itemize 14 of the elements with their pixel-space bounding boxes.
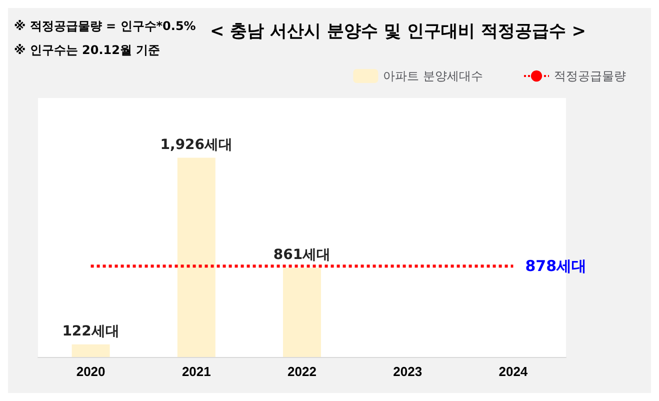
x-tick-label: 2022 [288, 364, 316, 379]
data-label: 1,926세대 [160, 136, 233, 153]
x-tick-label: 2020 [76, 364, 106, 379]
legend-label: 아파트 분양세대수 [383, 69, 484, 83]
text: ※ 적정공급물량 = 인구수*0.5% [14, 19, 196, 33]
x-tick-label: 2023 [393, 364, 422, 379]
chart-title: < 충남 서산시 분양수 및 인구대비 적정공급수 > [210, 22, 586, 42]
x-tick-label: 2021 [182, 364, 211, 379]
x-tick-label: 2024 [498, 364, 528, 379]
legend-label: 적정공급물량 [554, 69, 626, 83]
data-label: 861세대 [273, 246, 331, 263]
data-label: 878세대 [525, 257, 587, 276]
text: ※ 인구수는 20.12월 기준 [14, 43, 160, 57]
data-label: 122세대 [62, 323, 120, 340]
